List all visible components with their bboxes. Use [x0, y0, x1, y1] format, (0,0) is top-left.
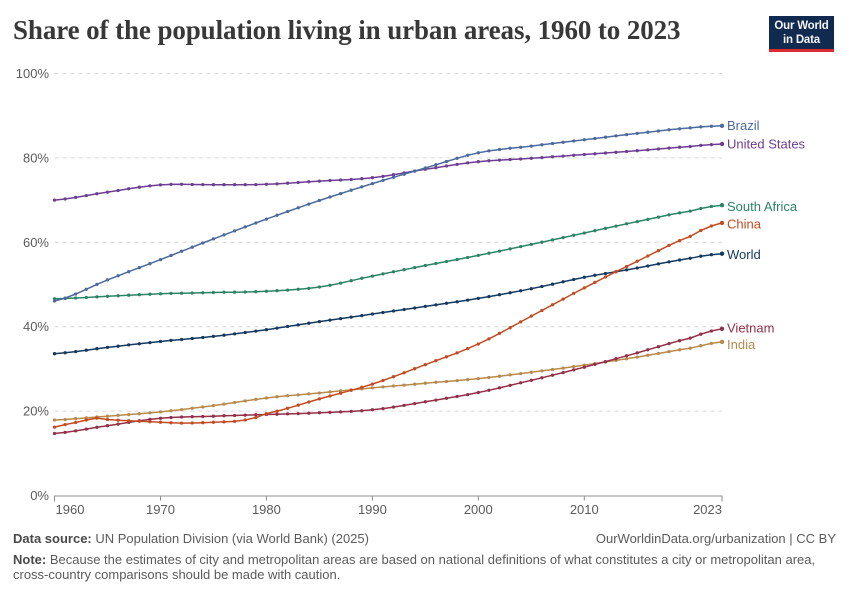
svg-text:United States: United States: [727, 137, 806, 152]
svg-text:80%: 80%: [23, 150, 49, 165]
svg-text:1960: 1960: [56, 502, 85, 517]
svg-text:1990: 1990: [358, 502, 387, 517]
svg-text:Vietnam: Vietnam: [727, 321, 774, 336]
svg-text:Brazil: Brazil: [727, 118, 760, 133]
svg-text:China: China: [727, 217, 762, 232]
svg-text:India: India: [727, 337, 756, 352]
svg-text:1970: 1970: [146, 502, 175, 517]
svg-text:World: World: [727, 247, 761, 262]
svg-text:0%: 0%: [30, 488, 49, 503]
svg-text:60%: 60%: [23, 235, 49, 250]
svg-text:South Africa: South Africa: [727, 199, 798, 214]
svg-text:2000: 2000: [464, 502, 493, 517]
svg-text:2023: 2023: [693, 502, 722, 517]
svg-text:100%: 100%: [16, 66, 50, 81]
svg-text:1980: 1980: [252, 502, 281, 517]
svg-text:40%: 40%: [23, 319, 49, 334]
svg-text:20%: 20%: [23, 404, 49, 419]
svg-text:2010: 2010: [570, 502, 599, 517]
